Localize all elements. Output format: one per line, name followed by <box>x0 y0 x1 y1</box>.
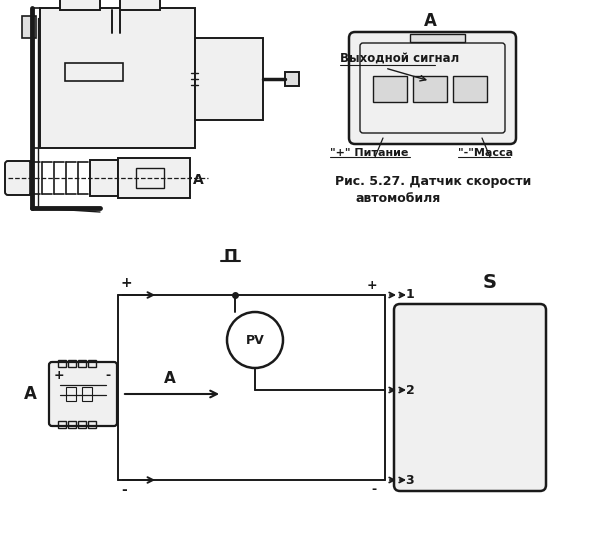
Bar <box>136 168 164 188</box>
Bar <box>82 387 92 401</box>
FancyBboxPatch shape <box>349 32 516 144</box>
Bar <box>58 421 66 428</box>
Bar <box>65 63 123 81</box>
Text: A: A <box>193 173 204 187</box>
Bar <box>285 72 299 86</box>
Text: 3: 3 <box>406 473 415 487</box>
Text: Π: Π <box>223 248 237 266</box>
Bar <box>68 360 76 367</box>
Text: -: - <box>121 483 127 497</box>
Text: +: + <box>121 276 133 290</box>
Bar <box>90 160 118 196</box>
Bar <box>78 360 86 367</box>
Bar <box>78 421 86 428</box>
Bar <box>120 0 160 10</box>
Text: +: + <box>367 279 377 292</box>
Bar <box>40 8 195 148</box>
Bar <box>453 76 487 102</box>
Bar <box>60 0 100 10</box>
Bar <box>22 16 36 38</box>
Text: -: - <box>105 369 110 382</box>
Text: Рис. 5.27. Датчик скорости: Рис. 5.27. Датчик скорости <box>335 175 531 188</box>
Bar <box>373 76 407 102</box>
Text: автомобиля: автомобиля <box>355 192 440 205</box>
Text: PV: PV <box>245 333 265 347</box>
Text: Выходной сигнал: Выходной сигнал <box>340 52 459 65</box>
Bar <box>88 360 96 367</box>
Text: 2: 2 <box>406 383 415 397</box>
Text: 1: 1 <box>406 289 415 301</box>
FancyBboxPatch shape <box>5 161 33 195</box>
Bar <box>68 421 76 428</box>
Bar <box>118 158 190 198</box>
Bar <box>88 421 96 428</box>
FancyBboxPatch shape <box>49 362 117 426</box>
Text: S: S <box>483 273 497 292</box>
FancyBboxPatch shape <box>394 304 546 491</box>
Text: "+" Питание: "+" Питание <box>330 148 409 158</box>
Text: +: + <box>54 369 65 382</box>
Text: A: A <box>164 371 176 386</box>
Text: -: - <box>372 483 377 496</box>
Bar <box>413 76 447 102</box>
Text: A: A <box>23 385 37 403</box>
Bar <box>58 360 66 367</box>
Bar <box>410 34 465 42</box>
Bar <box>195 38 263 120</box>
Text: "-"Масса: "-"Масса <box>458 148 513 158</box>
Text: A: A <box>424 12 436 30</box>
Bar <box>66 387 76 401</box>
